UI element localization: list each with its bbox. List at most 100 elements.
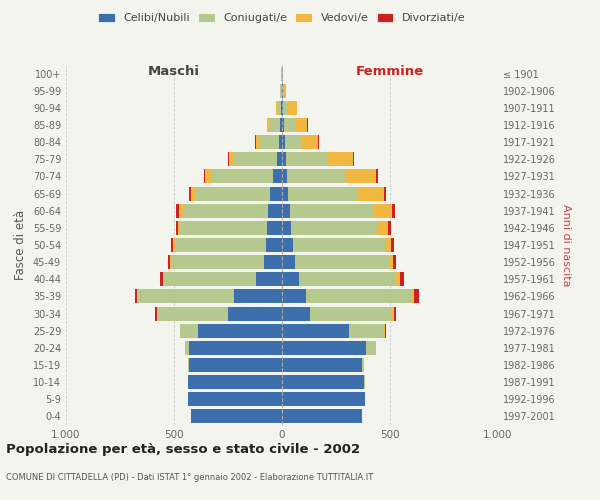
Bar — [282, 101, 298, 115]
Bar — [282, 170, 377, 183]
Bar — [282, 290, 419, 304]
Bar — [170, 255, 282, 269]
Bar — [282, 341, 376, 355]
Bar — [282, 410, 362, 424]
Bar — [282, 101, 283, 115]
Bar — [157, 306, 282, 320]
Bar — [180, 324, 282, 338]
Bar — [282, 238, 391, 252]
Bar — [188, 358, 282, 372]
Bar — [282, 170, 346, 183]
Bar — [282, 255, 396, 269]
Bar — [191, 410, 282, 424]
Bar — [282, 392, 365, 406]
Bar — [188, 375, 282, 389]
Bar — [282, 66, 283, 80]
Bar — [282, 152, 327, 166]
Bar — [281, 66, 282, 80]
Bar — [163, 272, 282, 286]
Bar — [281, 66, 282, 80]
Bar — [188, 375, 282, 389]
Bar — [282, 204, 395, 218]
Bar — [189, 358, 282, 372]
Bar — [282, 410, 362, 424]
Bar — [282, 186, 386, 200]
Bar — [173, 238, 282, 252]
Bar — [280, 118, 282, 132]
Bar — [191, 410, 282, 424]
Bar — [282, 238, 385, 252]
Bar — [171, 255, 282, 269]
Bar — [188, 392, 282, 406]
Y-axis label: Anni di nascita: Anni di nascita — [561, 204, 571, 286]
Bar — [282, 306, 394, 320]
Bar — [282, 392, 365, 406]
Bar — [185, 341, 282, 355]
Bar — [282, 221, 391, 235]
Bar — [191, 410, 282, 424]
Bar — [282, 324, 385, 338]
Bar — [279, 135, 282, 149]
Bar — [182, 204, 282, 218]
Bar — [228, 152, 282, 166]
Bar — [160, 272, 282, 286]
Bar — [229, 152, 282, 166]
Bar — [282, 272, 400, 286]
Bar — [282, 290, 412, 304]
Bar — [163, 272, 282, 286]
Bar — [282, 272, 299, 286]
Bar — [282, 170, 287, 183]
Bar — [282, 84, 284, 98]
Bar — [282, 84, 286, 98]
Bar — [137, 290, 282, 304]
Bar — [181, 324, 282, 338]
Bar — [282, 341, 376, 355]
Bar — [282, 392, 365, 406]
Bar — [282, 204, 290, 218]
Bar — [256, 135, 282, 149]
Bar — [256, 135, 282, 149]
Bar — [282, 358, 364, 372]
Bar — [171, 238, 282, 252]
Bar — [155, 306, 282, 320]
Legend: Celibi/Nubili, Coniugati/e, Vedovi/e, Divorziati/e: Celibi/Nubili, Coniugati/e, Vedovi/e, Di… — [94, 8, 470, 28]
Bar — [203, 170, 282, 183]
Text: Maschi: Maschi — [148, 65, 200, 78]
Bar — [263, 255, 282, 269]
Bar — [281, 101, 282, 115]
Bar — [268, 118, 282, 132]
Bar — [167, 255, 282, 269]
Bar — [198, 324, 282, 338]
Bar — [185, 341, 282, 355]
Bar — [280, 84, 282, 98]
Bar — [282, 221, 388, 235]
Bar — [282, 255, 393, 269]
Bar — [282, 341, 366, 355]
Bar — [282, 101, 289, 115]
Bar — [282, 84, 283, 98]
Bar — [188, 375, 282, 389]
Bar — [282, 272, 397, 286]
Bar — [282, 410, 362, 424]
Bar — [282, 101, 297, 115]
Bar — [282, 375, 364, 389]
Bar — [282, 135, 284, 149]
Bar — [281, 66, 282, 80]
Bar — [176, 204, 282, 218]
Bar — [282, 375, 365, 389]
Text: Popolazione per età, sesso e stato civile - 2002: Popolazione per età, sesso e stato civil… — [6, 442, 360, 456]
Bar — [277, 101, 282, 115]
Bar — [233, 152, 282, 166]
Bar — [282, 290, 414, 304]
Bar — [282, 290, 306, 304]
Bar — [188, 392, 282, 406]
Bar — [175, 238, 282, 252]
Bar — [282, 306, 392, 320]
Bar — [135, 290, 282, 304]
Bar — [189, 186, 282, 200]
Bar — [282, 358, 362, 372]
Bar — [282, 410, 362, 424]
Bar — [181, 221, 282, 235]
Bar — [137, 290, 282, 304]
Bar — [267, 221, 282, 235]
